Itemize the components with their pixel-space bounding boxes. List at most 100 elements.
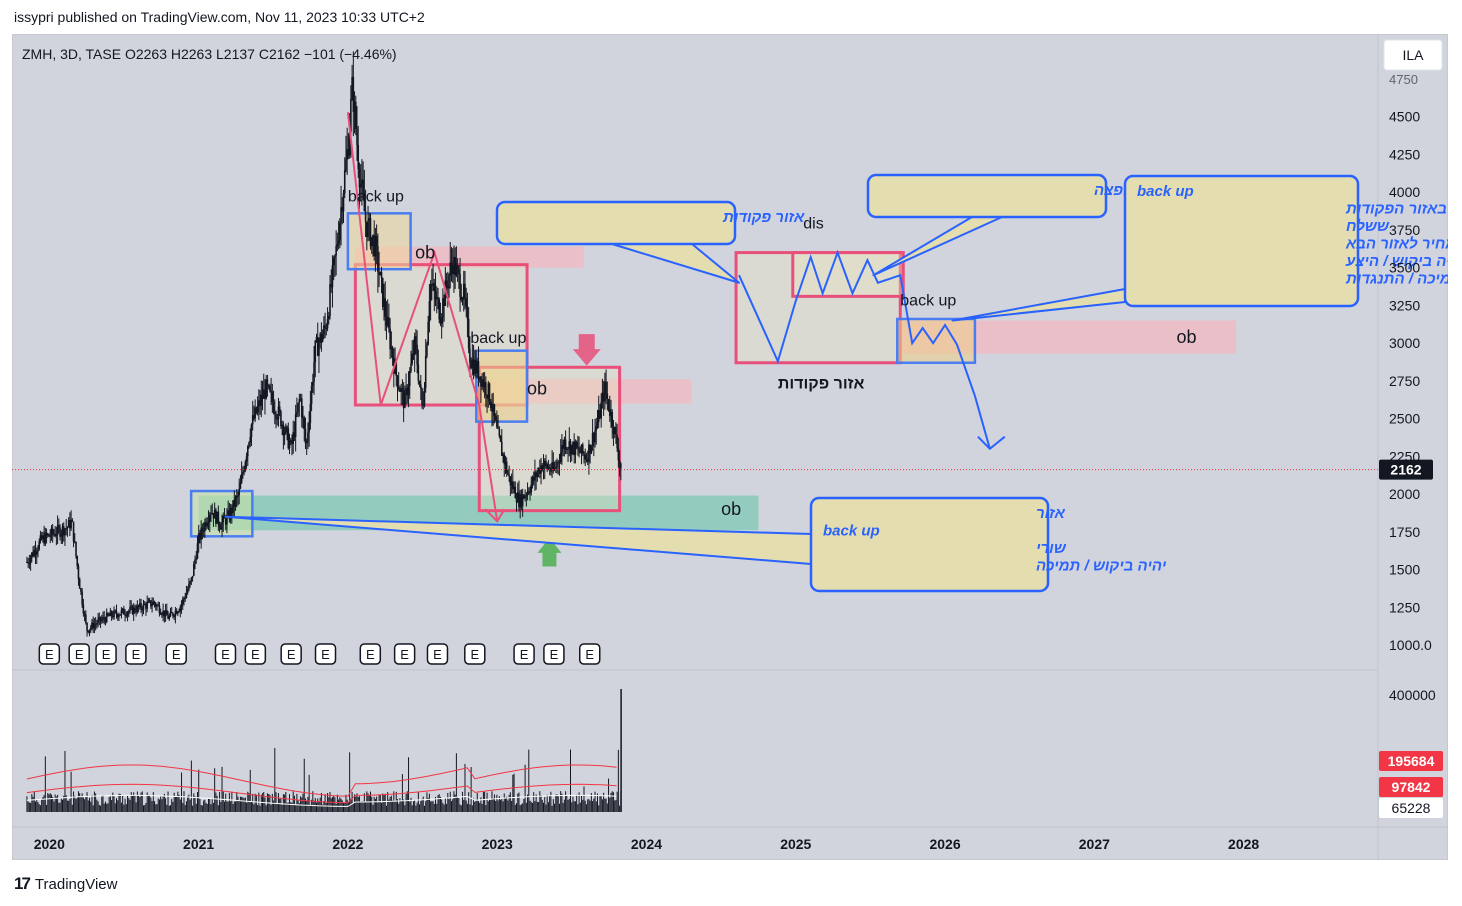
candle-body xyxy=(589,444,591,454)
candle-body xyxy=(595,426,598,431)
candle-body xyxy=(139,603,141,608)
candle-body xyxy=(256,406,259,413)
earnings-marker-label: E xyxy=(433,647,442,662)
earnings-marker[interactable] xyxy=(359,643,382,665)
time-tick-label: 2025 xyxy=(780,836,811,852)
candle-body xyxy=(422,404,425,406)
pink-down-arrow-icon xyxy=(572,334,601,366)
price-tick-label: 1000.0 xyxy=(1389,637,1432,653)
candle-body xyxy=(539,468,541,474)
candle-body xyxy=(577,447,579,449)
earnings-marker[interactable] xyxy=(393,643,416,665)
volume-ma-tag xyxy=(1379,777,1443,797)
candle-body xyxy=(126,612,129,616)
candle-body xyxy=(443,298,445,306)
candle-body xyxy=(401,388,404,390)
candle-body xyxy=(207,521,210,524)
candle-body xyxy=(83,613,86,615)
candle-body xyxy=(526,491,529,496)
candle-body xyxy=(303,417,306,429)
candle-body xyxy=(66,527,69,529)
candle-body xyxy=(28,563,31,565)
candle-body xyxy=(510,481,513,486)
candle-body xyxy=(515,498,518,503)
candle-body xyxy=(343,170,346,194)
candle-body xyxy=(540,465,542,474)
earnings-marker[interactable] xyxy=(579,643,601,665)
candle-body xyxy=(89,627,92,630)
price-tick-label: 4750 xyxy=(1389,72,1418,87)
candle-body xyxy=(601,392,604,403)
candle-body xyxy=(272,402,275,413)
candle-body xyxy=(61,526,64,534)
candle-body xyxy=(153,601,156,604)
earnings-marker[interactable] xyxy=(464,643,486,665)
candle-body xyxy=(584,454,587,460)
candle-body xyxy=(406,388,409,396)
candle-body xyxy=(35,551,38,555)
candle-body xyxy=(170,612,173,614)
candle-body xyxy=(367,220,369,238)
candle-body xyxy=(378,271,380,275)
earnings-marker[interactable] xyxy=(244,643,267,665)
earnings-marker-label: E xyxy=(132,647,141,662)
volume-ma-tag xyxy=(1379,751,1443,771)
candle-body xyxy=(439,319,442,324)
candle-body xyxy=(514,486,517,499)
candle-body xyxy=(185,592,188,598)
candle-body xyxy=(527,491,530,493)
candle-body xyxy=(407,385,410,396)
candle-body xyxy=(299,398,302,400)
earnings-marker[interactable] xyxy=(68,643,90,665)
candle-body xyxy=(580,444,583,454)
price-tick-label: 4250 xyxy=(1389,146,1420,162)
future-projection-path xyxy=(738,249,991,450)
candle-body xyxy=(499,435,502,442)
earnings-marker[interactable] xyxy=(38,643,61,665)
candle-body xyxy=(31,552,33,558)
candle-body xyxy=(197,533,200,544)
candle-body xyxy=(148,600,151,602)
callout-order-zone-pointer xyxy=(611,243,741,284)
candle-body xyxy=(143,603,146,605)
candle-body xyxy=(314,340,317,363)
candle-body xyxy=(64,529,66,536)
candle-body xyxy=(146,602,148,609)
earnings-marker[interactable] xyxy=(214,643,237,665)
earnings-marker[interactable] xyxy=(543,643,565,665)
earnings-marker[interactable] xyxy=(95,643,117,665)
candle-body xyxy=(39,535,42,542)
candle-body xyxy=(129,607,131,611)
candle-body xyxy=(285,426,287,433)
candle-body xyxy=(69,520,71,529)
candle-body xyxy=(175,610,178,614)
earnings-marker[interactable] xyxy=(426,643,449,665)
candle-body xyxy=(205,522,207,527)
ohlc-legend: ZMH, 3D, TASE O2263 H2263 L2137 C2162 −1… xyxy=(22,46,397,62)
candle-body xyxy=(135,611,137,613)
earnings-marker[interactable] xyxy=(513,643,535,665)
earnings-marker[interactable] xyxy=(280,643,302,665)
candle-body xyxy=(76,556,79,567)
candle-body xyxy=(73,541,76,543)
candle-body xyxy=(545,460,547,465)
candle-body xyxy=(585,459,588,461)
pink-projection-path xyxy=(346,112,499,522)
candle-body xyxy=(264,389,266,399)
tradingview-footer: 17 TradingView xyxy=(14,874,117,894)
candle-body xyxy=(193,563,195,576)
earnings-marker[interactable] xyxy=(165,643,187,665)
currency-box[interactable] xyxy=(1383,39,1443,71)
earnings-marker[interactable] xyxy=(125,643,147,665)
earnings-marker[interactable] xyxy=(314,643,337,665)
candle-body xyxy=(191,575,194,578)
candle-body xyxy=(336,244,339,247)
price-tick-label: 4000 xyxy=(1389,184,1420,200)
candle-body xyxy=(381,277,384,307)
candle-body xyxy=(456,265,459,269)
last-price-tag xyxy=(1379,459,1433,480)
candle-body xyxy=(258,400,260,407)
candle-body xyxy=(217,511,220,525)
candle-body xyxy=(33,550,36,556)
